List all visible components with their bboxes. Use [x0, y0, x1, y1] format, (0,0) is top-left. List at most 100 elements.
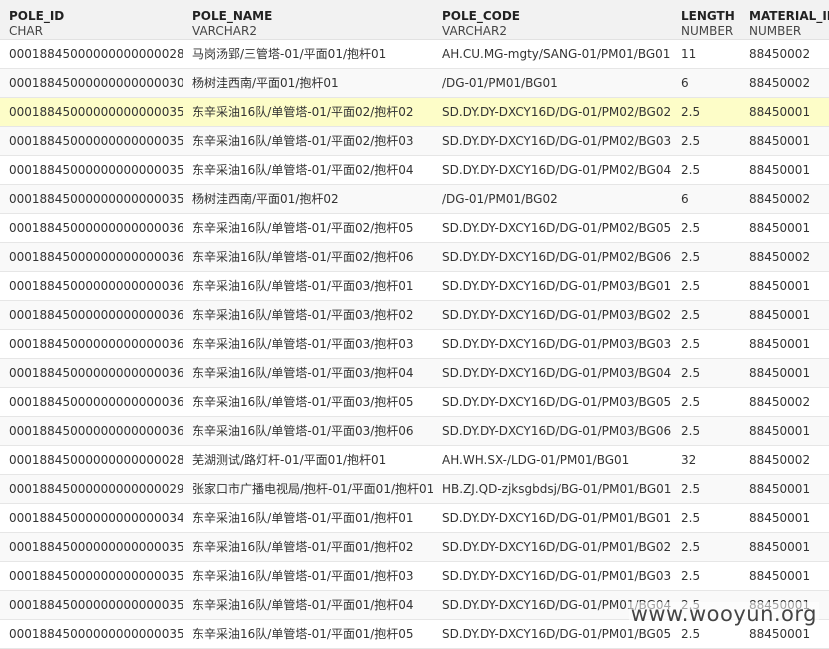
table-row[interactable]: 000188450000000000000362 东辛采油16队/单管塔-01/平… — [0, 271, 829, 301]
cell-material-id[interactable]: 88450001 — [740, 561, 829, 591]
cell-pole-name[interactable]: 东辛采油16队/单管塔-01/平面03/抱杆04 — [183, 358, 433, 388]
column-header-pole-name[interactable]: POLE_NAME VARCHAR2 — [183, 0, 433, 40]
cell-pole-id[interactable]: 000188450000000000000351 — [0, 561, 183, 591]
cell-pole-id[interactable]: 000188450000000000000352 — [0, 590, 183, 620]
cell-pole-name[interactable]: 东辛采油16队/单管塔-01/平面02/抱杆03 — [183, 126, 433, 156]
cell-pole-id[interactable]: 000188450000000000000361 — [0, 242, 183, 272]
cell-length[interactable]: 32 — [672, 445, 740, 475]
cell-length[interactable]: 11 — [672, 39, 740, 69]
cell-length[interactable]: 2.5 — [672, 532, 740, 562]
cell-pole-id[interactable]: 000188450000000000000364 — [0, 329, 183, 359]
table-row[interactable]: 000188450000000000000350 东辛采油16队/单管塔-01/平… — [0, 532, 829, 562]
cell-pole-code[interactable]: /DG-01/PM01/BG01 — [433, 68, 672, 98]
table-row[interactable]: 000188450000000000000306 杨树洼西南/平面01/抱杆01/… — [0, 68, 829, 98]
table-row-selected[interactable]: 000188450000000000000356 东辛采油16队/单管塔-01/平… — [0, 97, 829, 127]
cell-length[interactable]: 2.5 — [672, 503, 740, 533]
cell-pole-id[interactable]: 000188450000000000000282 — [0, 39, 183, 69]
cell-pole-code[interactable]: SD.DY.DY-DXCY16D/DG-01/PM02/BG05 — [433, 213, 672, 243]
cell-pole-id[interactable]: 000188450000000000000359 — [0, 155, 183, 185]
cell-pole-code[interactable]: SD.DY.DY-DXCY16D/DG-01/PM03/BG06 — [433, 416, 672, 446]
cell-length[interactable]: 2.5 — [672, 213, 740, 243]
cell-pole-code[interactable]: /DG-01/PM01/BG02 — [433, 184, 672, 214]
cell-pole-id[interactable]: 000188450000000000000357 — [0, 184, 183, 214]
cell-material-id[interactable]: 88450002 — [740, 39, 829, 69]
cell-pole-id[interactable]: 000188450000000000000298 — [0, 474, 183, 504]
cell-pole-code[interactable]: SD.DY.DY-DXCY16D/DG-01/PM01/BG03 — [433, 561, 672, 591]
column-header-pole-id[interactable]: POLE_ID CHAR — [0, 0, 183, 40]
table-row[interactable]: 000188450000000000000298 张家口市广播电视局/抱杆-01/… — [0, 474, 829, 504]
cell-material-id[interactable]: 88450001 — [740, 97, 829, 127]
cell-pole-code[interactable]: HB.ZJ.QD-zjksgbdsj/BG-01/PM01/BG01 — [433, 474, 672, 504]
cell-pole-code[interactable]: SD.DY.DY-DXCY16D/DG-01/PM02/BG02 — [433, 97, 672, 127]
cell-pole-id[interactable]: 000188450000000000000363 — [0, 300, 183, 330]
cell-pole-code[interactable]: SD.DY.DY-DXCY16D/DG-01/PM03/BG04 — [433, 358, 672, 388]
cell-pole-name[interactable]: 张家口市广播电视局/抱杆-01/平面01/抱杆01 — [183, 474, 433, 504]
cell-pole-code[interactable]: SD.DY.DY-DXCY16D/DG-01/PM02/BG04 — [433, 155, 672, 185]
cell-pole-code[interactable]: SD.DY.DY-DXCY16D/DG-01/PM03/BG03 — [433, 329, 672, 359]
cell-pole-name[interactable]: 东辛采油16队/单管塔-01/平面01/抱杆05 — [183, 619, 433, 649]
table-row[interactable]: 000188450000000000000357 杨树洼西南/平面01/抱杆02/… — [0, 184, 829, 214]
cell-pole-code[interactable]: SD.DY.DY-DXCY16D/DG-01/PM03/BG02 — [433, 300, 672, 330]
column-header-material-id[interactable]: MATERIAL_ID NUMBER — [740, 0, 829, 40]
table-row[interactable]: 000188450000000000000363 东辛采油16队/单管塔-01/平… — [0, 300, 829, 330]
cell-material-id[interactable]: 88450002 — [740, 184, 829, 214]
cell-pole-id[interactable]: 000188450000000000000356 — [0, 97, 183, 127]
cell-material-id[interactable]: 88450001 — [740, 532, 829, 562]
cell-length[interactable]: 2.5 — [672, 358, 740, 388]
cell-pole-code[interactable]: SD.DY.DY-DXCY16D/DG-01/PM03/BG01 — [433, 271, 672, 301]
cell-pole-name[interactable]: 东辛采油16队/单管塔-01/平面01/抱杆03 — [183, 561, 433, 591]
cell-length[interactable]: 2.5 — [672, 561, 740, 591]
cell-pole-id[interactable]: 000188450000000000000349 — [0, 503, 183, 533]
table-row[interactable]: 000188450000000000000283 芜湖测试/路灯杆-01/平面01… — [0, 445, 829, 475]
cell-material-id[interactable]: 88450001 — [740, 126, 829, 156]
table-row[interactable]: 000188450000000000000364 东辛采油16队/单管塔-01/平… — [0, 329, 829, 359]
cell-pole-code[interactable]: SD.DY.DY-DXCY16D/DG-01/PM02/BG06 — [433, 242, 672, 272]
cell-length[interactable]: 2.5 — [672, 474, 740, 504]
cell-material-id[interactable]: 88450002 — [740, 445, 829, 475]
cell-pole-code[interactable]: AH.CU.MG-mgty/SANG-01/PM01/BG01 — [433, 39, 672, 69]
cell-pole-name[interactable]: 东辛采油16队/单管塔-01/平面03/抱杆03 — [183, 329, 433, 359]
cell-pole-code[interactable]: SD.DY.DY-DXCY16D/DG-01/PM01/BG02 — [433, 532, 672, 562]
cell-length[interactable]: 2.5 — [672, 97, 740, 127]
cell-length[interactable]: 2.5 — [672, 126, 740, 156]
cell-pole-name[interactable]: 杨树洼西南/平面01/抱杆01 — [183, 68, 433, 98]
cell-pole-name[interactable]: 东辛采油16队/单管塔-01/平面01/抱杆04 — [183, 590, 433, 620]
column-header-pole-code[interactable]: POLE_CODE VARCHAR2 — [433, 0, 672, 40]
cell-pole-name[interactable]: 东辛采油16队/单管塔-01/平面01/抱杆01 — [183, 503, 433, 533]
table-row[interactable]: 000188450000000000000351 东辛采油16队/单管塔-01/平… — [0, 561, 829, 591]
column-header-length[interactable]: LENGTH NUMBER — [672, 0, 740, 40]
table-row[interactable]: 000188450000000000000360 东辛采油16队/单管塔-01/平… — [0, 213, 829, 243]
cell-material-id[interactable]: 88450001 — [740, 474, 829, 504]
cell-length[interactable]: 2.5 — [672, 329, 740, 359]
cell-pole-id[interactable]: 000188450000000000000367 — [0, 416, 183, 446]
cell-pole-name[interactable]: 东辛采油16队/单管塔-01/平面02/抱杆04 — [183, 155, 433, 185]
table-row[interactable]: 000188450000000000000365 东辛采油16队/单管塔-01/平… — [0, 358, 829, 388]
table-row[interactable]: 000188450000000000000358 东辛采油16队/单管塔-01/平… — [0, 126, 829, 156]
cell-length[interactable]: 2.5 — [672, 271, 740, 301]
cell-length[interactable]: 2.5 — [672, 242, 740, 272]
cell-pole-name[interactable]: 东辛采油16队/单管塔-01/平面02/抱杆06 — [183, 242, 433, 272]
cell-length[interactable]: 2.5 — [672, 387, 740, 417]
cell-pole-name[interactable]: 东辛采油16队/单管塔-01/平面03/抱杆02 — [183, 300, 433, 330]
table-row[interactable]: 000188450000000000000282 马岗汤郢/三管塔-01/平面01… — [0, 39, 829, 69]
cell-material-id[interactable]: 88450001 — [740, 416, 829, 446]
cell-pole-id[interactable]: 000188450000000000000350 — [0, 532, 183, 562]
cell-material-id[interactable]: 88450001 — [740, 358, 829, 388]
cell-material-id[interactable]: 88450001 — [740, 155, 829, 185]
cell-pole-id[interactable]: 000188450000000000000365 — [0, 358, 183, 388]
table-row[interactable]: 000188450000000000000366 东辛采油16队/单管塔-01/平… — [0, 387, 829, 417]
cell-pole-name[interactable]: 东辛采油16队/单管塔-01/平面01/抱杆02 — [183, 532, 433, 562]
cell-pole-name[interactable]: 东辛采油16队/单管塔-01/平面02/抱杆05 — [183, 213, 433, 243]
cell-pole-code[interactable]: SD.DY.DY-DXCY16D/DG-01/PM03/BG05 — [433, 387, 672, 417]
cell-material-id[interactable]: 88450001 — [740, 300, 829, 330]
cell-pole-code[interactable]: SD.DY.DY-DXCY16D/DG-01/PM02/BG03 — [433, 126, 672, 156]
cell-pole-id[interactable]: 000188450000000000000366 — [0, 387, 183, 417]
table-row[interactable]: 000188450000000000000367 东辛采油16队/单管塔-01/平… — [0, 416, 829, 446]
cell-pole-id[interactable]: 000188450000000000000362 — [0, 271, 183, 301]
cell-pole-code[interactable]: SD.DY.DY-DXCY16D/DG-01/PM01/BG01 — [433, 503, 672, 533]
cell-pole-id[interactable]: 000188450000000000000353 — [0, 619, 183, 649]
table-row[interactable]: 000188450000000000000359 东辛采油16队/单管塔-01/平… — [0, 155, 829, 185]
cell-pole-name[interactable]: 杨树洼西南/平面01/抱杆02 — [183, 184, 433, 214]
cell-pole-id[interactable]: 000188450000000000000283 — [0, 445, 183, 475]
table-row[interactable]: 000188450000000000000349 东辛采油16队/单管塔-01/平… — [0, 503, 829, 533]
